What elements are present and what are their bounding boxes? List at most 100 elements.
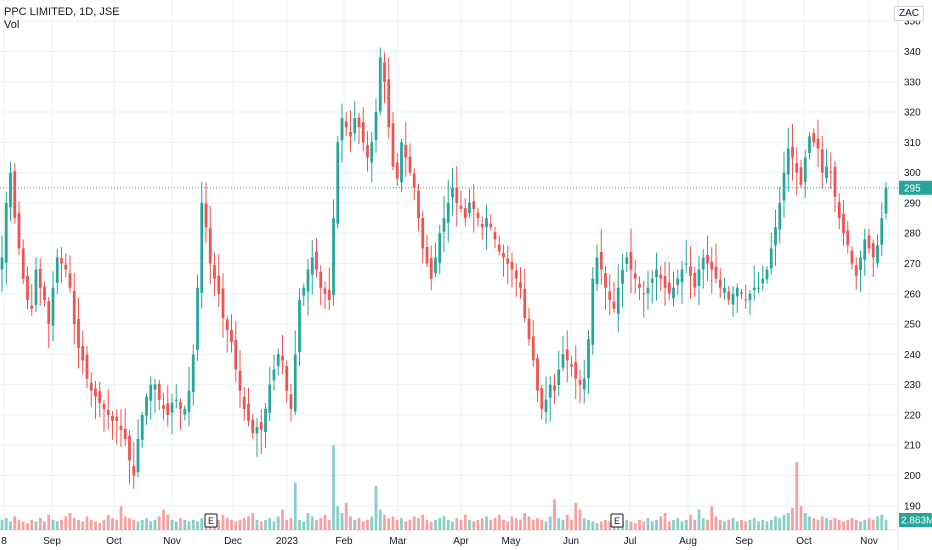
volume-bar: [378, 509, 382, 530]
candle-body: [128, 435, 131, 461]
volume-bar: [106, 514, 110, 530]
candle-body: [795, 162, 799, 173]
volume-bar: [663, 513, 667, 530]
volume-bar: [268, 518, 272, 530]
volume-bar: [166, 514, 170, 530]
candle-body: [276, 354, 280, 367]
candle-body: [765, 269, 769, 280]
volume-bar: [370, 516, 374, 530]
volume-indicator-label[interactable]: Vol: [4, 19, 20, 31]
volume-bar: [459, 519, 463, 530]
candle-body: [378, 57, 382, 112]
volume-bar: [485, 516, 488, 530]
volume-bar: [238, 519, 242, 530]
candle-body: [170, 402, 174, 413]
candle-body: [340, 118, 344, 141]
volume-bar: [706, 519, 709, 530]
volume-bar: [285, 519, 289, 530]
volume-bar: [77, 519, 80, 530]
candle-body: [774, 227, 777, 246]
volume-bar: [38, 518, 42, 530]
volume-bar: [417, 518, 420, 530]
time-axis[interactable]: 8 Sep Oct Nov Dec 2023 Feb Mar Apr May Jun Jul Aug Se…: [1, 536, 878, 547]
candle-body: [863, 239, 867, 260]
price-tick-label: 250: [904, 320, 921, 331]
candle-body: [837, 202, 841, 219]
candle-body: [85, 354, 89, 379]
candle-body: [157, 383, 161, 400]
volume-bar: [842, 521, 845, 530]
candle-body: [871, 243, 875, 258]
volume-bar: [684, 519, 688, 530]
volume-bar: [162, 509, 165, 530]
volume-bar: [608, 521, 612, 530]
candle-body: [514, 270, 518, 279]
volume-bar: [850, 518, 854, 530]
candle-body: [281, 355, 284, 361]
candle-body: [531, 336, 535, 361]
candle-body: [293, 354, 297, 412]
candle-body: [582, 378, 586, 390]
price-tick-label: 260: [904, 289, 921, 300]
candle-body: [247, 403, 250, 421]
candle-body: [191, 354, 195, 393]
volume-bar: [340, 513, 344, 530]
candle-body: [829, 171, 833, 173]
candle-body: [595, 257, 599, 285]
volume-bar: [791, 507, 794, 530]
volume-bar: [493, 518, 497, 530]
candle-body: [302, 287, 306, 296]
volume-bar: [272, 521, 276, 530]
volume-bar: [26, 523, 29, 530]
volume-bar: [812, 518, 816, 530]
candle-body: [769, 248, 773, 269]
volume-bar: [582, 518, 586, 530]
price-tick-label: 340: [904, 47, 921, 58]
candle-body: [621, 269, 624, 284]
price-tick-label: 320: [904, 108, 921, 119]
candle-body: [425, 246, 429, 264]
volume-bar: [242, 518, 246, 530]
candle-body: [336, 142, 340, 224]
volume-bar: [34, 521, 38, 530]
candle-body: [757, 287, 760, 289]
candle-body: [655, 269, 658, 278]
volume-bar: [642, 521, 646, 530]
candle-body: [782, 172, 786, 201]
candle-body: [752, 287, 756, 291]
candle-body: [319, 272, 323, 288]
volume-bar: [196, 521, 199, 530]
volume-bar: [463, 514, 467, 530]
candle-body: [140, 414, 144, 440]
volume-bar: [710, 506, 714, 530]
candle-body: [395, 162, 399, 179]
candle-body: [846, 230, 850, 246]
candle-body: [854, 265, 858, 276]
volume-bar: [425, 519, 429, 530]
symbol-title[interactable]: PPC LIMITED, 1D, JSE: [4, 6, 120, 18]
candle-body: [536, 358, 539, 391]
candle-body: [204, 203, 208, 228]
candle-body: [94, 388, 97, 397]
candle-body: [187, 390, 191, 412]
volume-bar: [536, 518, 539, 530]
time-tick-label: Nov: [163, 536, 181, 547]
volume-bar: [570, 519, 573, 530]
volume-bar: [98, 523, 102, 530]
price-axis[interactable]: 190 200 210 220 230 240 250 260 270 280 290 300 310 3…: [899, 17, 932, 527]
currency-badge[interactable]: ZAC: [894, 6, 924, 21]
candle-body: [816, 138, 820, 149]
time-tick-label: Sep: [43, 536, 61, 547]
candle-body: [740, 292, 743, 294]
volume-bar: [744, 521, 748, 530]
volume-bar: [366, 519, 369, 530]
price-tick-label: 210: [904, 441, 921, 452]
candle-body: [561, 354, 565, 368]
candle-body: [119, 425, 123, 431]
candle-body: [493, 232, 497, 240]
volume-bar: [149, 521, 153, 530]
candle-body: [663, 276, 667, 288]
candle-body: [17, 212, 21, 249]
